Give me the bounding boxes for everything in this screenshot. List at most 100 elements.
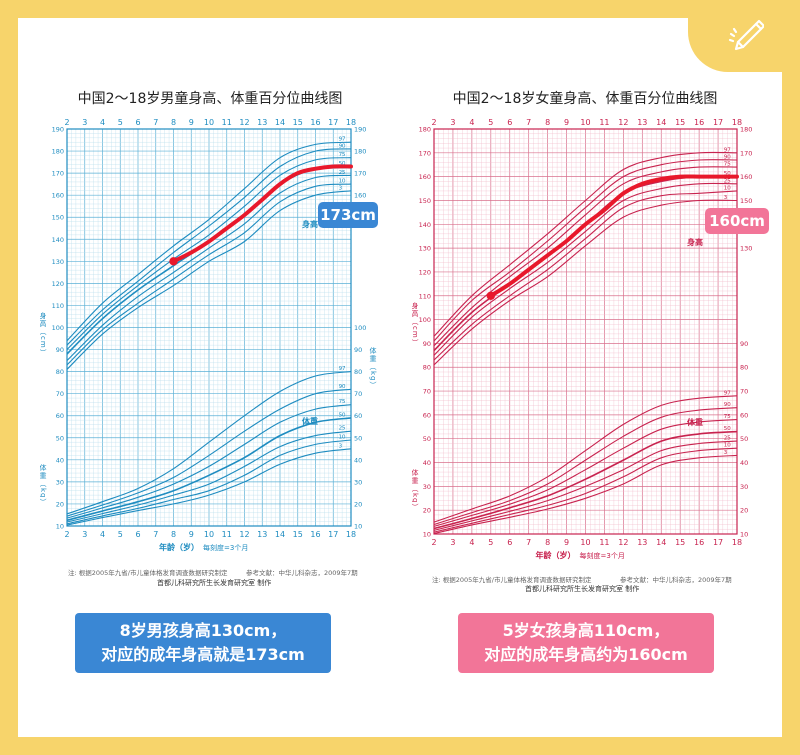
weight-curve-p75: [66, 404, 352, 519]
x-tick-label-top: 4: [469, 118, 474, 127]
height-percentile-label: 3: [339, 185, 343, 191]
boys-growth-chart: 2 2 3 3 4 4 5 5 6 6 7 7 8 8 9 9 10 10 11 11 12 12 13 13 14 14 15 15…: [40, 118, 377, 552]
height-percentile-label: 50: [339, 161, 346, 167]
chart-grid: [433, 128, 738, 535]
pencil-badge: [688, 0, 800, 72]
current-height-marker: [169, 257, 178, 266]
y-tick-label-right-weight: 20: [354, 500, 362, 508]
girls-chart-title: 中国2～18岁女童身高、体重百分位曲线图: [452, 91, 718, 107]
y-tick-label-left: 80: [56, 368, 64, 376]
x-tick-label-bottom: 10: [580, 538, 590, 547]
weight-percentile-label: 75: [724, 414, 731, 420]
x-tick-label-bottom: 3: [82, 530, 87, 539]
x-tick-label-bottom: 2: [64, 530, 69, 539]
weight-curve-p90: [433, 407, 738, 526]
y-tick-label-right-weight: 80: [354, 368, 362, 376]
x-tick-label-top: 11: [599, 118, 609, 127]
height-curve-p90: [433, 159, 738, 342]
x-tick-label-top: 18: [732, 118, 742, 127]
x-tick-label-top: 8: [171, 118, 176, 127]
x-tick-label-top: 14: [275, 118, 285, 127]
y-tick-label-right-weight: 30: [354, 478, 362, 486]
weight-zone-label: 体重: [302, 416, 318, 426]
x-tick-label-top: 2: [64, 118, 69, 127]
x-tick-label-top: 4: [100, 118, 105, 127]
x-tick-label-bottom: 16: [694, 538, 704, 547]
height-curve-p90: [66, 148, 352, 346]
y-tick-label-left: 120: [419, 268, 431, 276]
weight-percentile-label: 25: [724, 436, 731, 442]
x-tick-label-bottom: 7: [526, 538, 531, 547]
boys-caption: 8岁男孩身高130cm， 对应的成年身高就是173cm: [75, 613, 331, 673]
x-tick-label-bottom: 11: [599, 538, 609, 547]
weight-percentile-label: 97: [339, 366, 346, 372]
height-percentile-label: 90: [339, 143, 346, 149]
y-tick-label-left: 60: [56, 412, 64, 420]
y-tick-label-right-height: 190: [354, 126, 366, 134]
y-tick-label-left: 80: [423, 364, 431, 372]
x-tick-label-top: 9: [189, 118, 194, 127]
y-tick-label-left: 130: [52, 258, 64, 266]
x-tick-label-bottom: 18: [732, 538, 742, 547]
girls-caption-line-2: 对应的成年身高约为160cm: [484, 645, 688, 664]
y-tick-label-left: 30: [423, 483, 431, 491]
y-tick-label-left: 110: [419, 292, 431, 300]
weight-zone-label: 体重: [687, 417, 703, 427]
y-tick-label-right-height: 180: [354, 148, 366, 156]
x-tick-label-top: 2: [431, 118, 436, 127]
x-tick-label-bottom: 14: [275, 530, 285, 539]
girls-note: 注: 根据2005年九省/市儿童体格发育调查数据研究制定: [432, 576, 592, 584]
weight-curve-p97: [66, 371, 352, 515]
x-tick-label-top: 7: [526, 118, 531, 127]
x-tick-label-top: 14: [656, 118, 666, 127]
x-tick-label-bottom: 5: [118, 530, 123, 539]
height-percentile-label: 97: [724, 147, 731, 153]
boys-caption-line-2: 对应的成年身高就是173cm: [101, 645, 305, 664]
weight-percentile-label: 50: [724, 426, 731, 432]
y-tick-label-left: 190: [52, 126, 64, 134]
x-tick-label-bottom: 16: [310, 530, 320, 539]
height-percentile-label: 10: [724, 185, 731, 191]
height-curve-p3: [433, 199, 738, 366]
height-percentile-label: 97: [339, 137, 346, 143]
x-tick-label-bottom: 2: [431, 538, 436, 547]
weight-percentile-label: 10: [724, 443, 731, 449]
height-percentile-label: 25: [724, 178, 731, 184]
x-tick-label-top: 7: [153, 118, 158, 127]
weight-percentile-label: 25: [339, 426, 346, 432]
height-curve-p3: [66, 190, 352, 370]
y-tick-label-right-weight: 90: [740, 340, 748, 348]
girls-org: 首都儿科研究所生长发育研究室 制作: [525, 585, 640, 593]
x-tick-label-top: 11: [222, 118, 232, 127]
y-tick-label-right-height: 160: [740, 173, 752, 181]
chart-grid: [66, 128, 352, 527]
x-tick-label-top: 5: [488, 118, 493, 127]
y-tick-label-left: 70: [423, 388, 431, 396]
y-tick-label-right-height: 170: [740, 149, 752, 157]
current-height-marker: [486, 291, 496, 300]
x-tick-label-bottom: 9: [189, 530, 194, 539]
x-tick-label-top: 12: [618, 118, 628, 127]
y-tick-label-left: 100: [419, 316, 431, 324]
x-tick-label-bottom: 12: [618, 538, 628, 547]
y-tick-label-left: 140: [419, 221, 431, 229]
x-tick-label-bottom: 4: [100, 530, 105, 539]
height-percentile-label: 25: [339, 170, 346, 176]
x-tick-label-top: 17: [328, 118, 338, 127]
y-tick-label-right-height: 180: [740, 126, 752, 134]
height-curve-p75: [66, 157, 352, 350]
weight-curve-p90: [66, 388, 352, 517]
x-tick-label-bottom: 14: [656, 538, 666, 547]
x-tick-label-bottom: 5: [488, 538, 493, 547]
boys-reference: 参考文献：中华儿科杂志，2009年7期: [246, 569, 358, 577]
y-tick-label-right-weight: 60: [740, 411, 748, 419]
weight-percentile-label: 3: [724, 450, 728, 456]
boys-caption-line-1: 8岁男孩身高130cm，: [119, 621, 287, 640]
x-tick-label-top: 8: [545, 118, 550, 127]
x-tick-label-bottom: 4: [469, 538, 474, 547]
y-tick-label-right-weight: 90: [354, 346, 362, 354]
y-tick-label-left: 140: [52, 236, 64, 244]
height-curve-p25: [433, 182, 738, 356]
y-tick-label-right-weight: 60: [354, 412, 362, 420]
